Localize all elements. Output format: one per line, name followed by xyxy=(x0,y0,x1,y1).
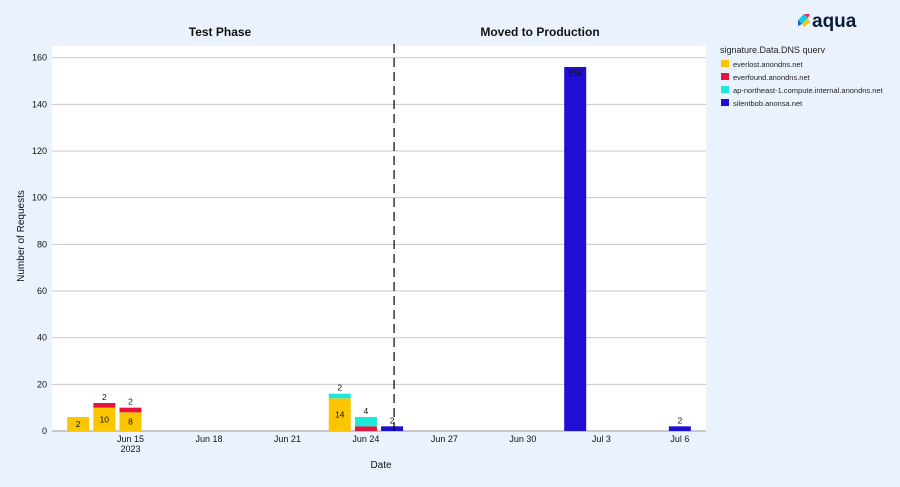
bar-data-label: 4 xyxy=(364,406,369,416)
legend-title: signature.Data.DNS querv xyxy=(720,45,826,55)
plot-area xyxy=(52,46,706,431)
x-tick-label: Jul 3 xyxy=(592,434,611,444)
bar-segment xyxy=(93,403,116,408)
legend-label: everfound.anondns.net xyxy=(733,73,811,82)
bar-segment xyxy=(328,398,351,431)
bar-segment xyxy=(119,407,142,413)
logo-mark-piece xyxy=(802,18,810,27)
x-tick-label: Jun 15 xyxy=(117,434,144,444)
y-tick-label: 60 xyxy=(37,286,47,296)
logo-mark-piece xyxy=(798,14,808,24)
bar-data-label: 8 xyxy=(128,417,133,427)
y-axis-title: Number of Requests xyxy=(16,190,27,282)
bar-segment xyxy=(381,426,404,431)
x-tick-label: Jun 24 xyxy=(352,434,379,444)
bar-labels: 2 10 2 8 2 14 2 4 2 156 2 xyxy=(76,68,683,429)
bar-segment xyxy=(328,393,351,399)
y-tick-label: 0 xyxy=(42,426,47,436)
legend-label: silentbob.anonsa.net xyxy=(733,99,803,108)
y-tick-label: 100 xyxy=(32,193,47,203)
phase-title-test: Test Phase xyxy=(189,25,252,39)
bar-data-label: 2 xyxy=(128,397,133,407)
bar-segment xyxy=(119,412,142,431)
y-tick-label: 40 xyxy=(37,333,47,343)
x-tick-label: Jun 30 xyxy=(509,434,536,444)
aqua-logo-mark-icon xyxy=(798,14,810,27)
bar-segment xyxy=(93,407,116,431)
x-tick-label: Jun 18 xyxy=(195,434,222,444)
x-tick-label: Jun 21 xyxy=(274,434,301,444)
bar-data-label: 10 xyxy=(100,414,110,424)
legend-items: everlost.anondns.net everfound.anondns.ne… xyxy=(721,60,884,108)
gridlines xyxy=(52,57,706,432)
bar-segment xyxy=(354,417,377,427)
y-tick-label: 160 xyxy=(32,53,47,63)
x-tick-label: Jun 27 xyxy=(431,434,458,444)
bar-segment xyxy=(354,426,377,431)
bar-segment xyxy=(67,417,90,431)
x-tick-label: Jul 6 xyxy=(670,434,689,444)
bar-data-label: 2 xyxy=(337,383,342,393)
legend-label: everlost.anondns.net xyxy=(733,60,804,69)
legend-swatch xyxy=(721,86,729,93)
legend-swatch xyxy=(721,73,729,80)
phase-title-production: Moved to Production xyxy=(480,25,599,39)
y-tick-label: 120 xyxy=(32,146,47,156)
bars xyxy=(67,67,691,431)
legend: signature.Data.DNS querv everlost.anondn… xyxy=(720,45,884,108)
logo-text: aqua xyxy=(812,11,857,32)
y-tick-label: 20 xyxy=(37,379,47,389)
bar-data-label: 156 xyxy=(568,68,582,78)
legend-swatch xyxy=(721,60,729,67)
y-tick-label: 140 xyxy=(32,99,47,109)
bar-segment xyxy=(564,67,587,431)
logo-mark-piece xyxy=(804,14,810,18)
bar-data-label: 2 xyxy=(76,419,81,429)
bar-data-label: 2 xyxy=(677,415,682,425)
bar-segment xyxy=(668,426,691,431)
y-tick-label: 80 xyxy=(37,239,47,249)
y-axis-ticks: 0 20 40 60 80 100 120 140 160 xyxy=(32,53,47,436)
x-axis-title: Date xyxy=(370,460,392,471)
x-tick-sublabel: 2023 xyxy=(120,444,140,454)
bar-data-label: 2 xyxy=(102,392,107,402)
legend-swatch xyxy=(721,99,729,106)
bar-data-label: 14 xyxy=(335,410,345,420)
logo-mark-piece xyxy=(798,20,802,26)
legend-label: ap-northeast-1.compute.internal.anondns.… xyxy=(733,86,884,95)
aqua-logo: aqua xyxy=(798,11,857,32)
bar-data-label: 2 xyxy=(390,415,395,425)
